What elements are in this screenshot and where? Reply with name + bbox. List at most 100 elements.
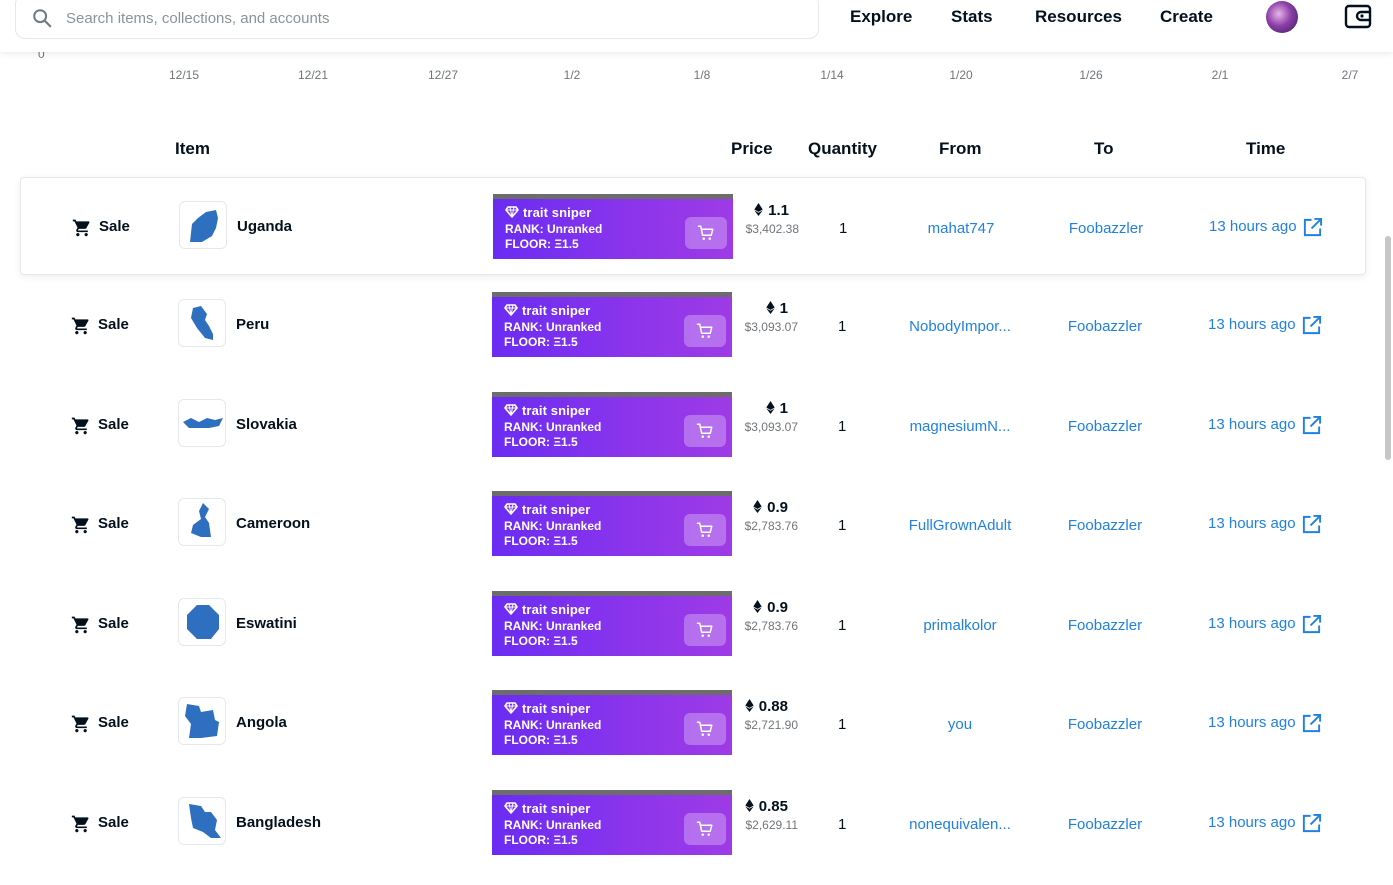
trait-sniper-title: trait sniper bbox=[522, 602, 591, 617]
to-account-link[interactable]: Foobazzler bbox=[1067, 318, 1143, 335]
price-eth-value: 1 bbox=[779, 300, 788, 317]
top-navbar: Explore Stats Resources Create bbox=[0, 0, 1393, 52]
nav-create[interactable]: Create bbox=[1160, 7, 1213, 26]
trait-sniper-buy-button[interactable] bbox=[684, 713, 726, 745]
trait-sniper-widget[interactable]: trait sniper RANK: Unranked FLOOR: Ξ1.5 bbox=[493, 194, 733, 259]
trait-sniper-rank: RANK: Unranked bbox=[504, 619, 602, 633]
from-account-link[interactable]: mahat747 bbox=[927, 220, 995, 237]
table-row[interactable]: Sale Angola trait sniper RANK: Unranked … bbox=[20, 674, 1366, 772]
ethereum-icon bbox=[754, 203, 763, 216]
country-map-image bbox=[191, 306, 213, 340]
trait-sniper-widget[interactable]: trait sniper RANK: Unranked FLOOR: Ξ1.5 bbox=[492, 690, 732, 755]
event-type: Sale bbox=[98, 615, 129, 632]
cart-icon bbox=[71, 715, 89, 733]
trait-sniper-buy-button[interactable] bbox=[684, 813, 726, 845]
trait-sniper-widget[interactable]: trait sniper RANK: Unranked FLOOR: Ξ1.5 bbox=[492, 392, 732, 457]
item-name[interactable]: Eswatini bbox=[236, 615, 297, 632]
item-thumbnail[interactable] bbox=[178, 797, 226, 845]
trait-sniper-buy-button[interactable] bbox=[684, 315, 726, 347]
to-account-link[interactable]: Foobazzler bbox=[1068, 220, 1144, 237]
item-name[interactable]: Slovakia bbox=[236, 416, 297, 433]
trait-sniper-widget[interactable]: trait sniper RANK: Unranked FLOOR: Ξ1.5 bbox=[492, 790, 732, 855]
from-account-link[interactable]: you bbox=[947, 716, 973, 733]
quantity: 1 bbox=[838, 418, 847, 435]
nav-explore[interactable]: Explore bbox=[850, 7, 913, 26]
price-eth: 0.88 bbox=[732, 698, 788, 715]
wallet-icon[interactable] bbox=[1343, 2, 1373, 30]
trait-sniper-widget[interactable]: trait sniper RANK: Unranked FLOOR: Ξ1.5 bbox=[492, 292, 732, 357]
trait-sniper-buy-button[interactable] bbox=[685, 217, 727, 249]
ethereum-icon bbox=[753, 500, 762, 513]
table-row[interactable]: Sale Slovakia trait sniper RANK: Unranke… bbox=[20, 376, 1366, 474]
quantity: 1 bbox=[838, 617, 847, 634]
time-link[interactable]: 13 hours ago bbox=[1208, 515, 1296, 532]
to-account-link[interactable]: Foobazzler bbox=[1067, 517, 1143, 534]
price-usd: $2,783.76 bbox=[744, 619, 798, 633]
external-link-icon[interactable] bbox=[1301, 813, 1322, 834]
time-link[interactable]: 13 hours ago bbox=[1208, 615, 1296, 632]
item-thumbnail[interactable] bbox=[178, 498, 226, 546]
item-thumbnail[interactable] bbox=[179, 201, 227, 249]
table-row[interactable]: Sale Bangladesh trait sniper RANK: Unran… bbox=[20, 774, 1366, 872]
item-name[interactable]: Cameroon bbox=[236, 515, 311, 532]
cart-icon bbox=[71, 516, 89, 534]
external-link-icon[interactable] bbox=[1301, 315, 1322, 336]
item-name[interactable]: Uganda bbox=[237, 218, 293, 235]
item-name[interactable]: Angola bbox=[236, 714, 287, 731]
to-account-link[interactable]: Foobazzler bbox=[1067, 418, 1143, 435]
trait-sniper-widget[interactable]: trait sniper RANK: Unranked FLOOR: Ξ1.5 bbox=[492, 591, 732, 656]
country-map-image bbox=[187, 605, 219, 639]
external-link-icon[interactable] bbox=[1301, 713, 1322, 734]
trait-sniper-title-line: trait sniper bbox=[504, 602, 590, 617]
trait-sniper-widget[interactable]: trait sniper RANK: Unranked FLOOR: Ξ1.5 bbox=[492, 491, 732, 556]
from-account-link[interactable]: magnesiumN... bbox=[909, 418, 1011, 435]
from-account-link[interactable]: FullGrownAdult bbox=[908, 517, 1012, 534]
price-eth: 0.9 bbox=[732, 499, 788, 516]
time-link[interactable]: 13 hours ago bbox=[1208, 316, 1296, 333]
price-cell: 0.85 $2,629.11 bbox=[732, 798, 798, 832]
x-tick: 1/2 bbox=[563, 68, 581, 82]
price-eth-value: 1 bbox=[779, 400, 788, 417]
to-account-link[interactable]: Foobazzler bbox=[1067, 816, 1143, 833]
item-name[interactable]: Bangladesh bbox=[236, 814, 322, 831]
external-link-icon[interactable] bbox=[1301, 415, 1322, 436]
trait-sniper-buy-button[interactable] bbox=[684, 514, 726, 546]
item-thumbnail[interactable] bbox=[178, 299, 226, 347]
table-row[interactable]: Sale Eswatini trait sniper RANK: Unranke… bbox=[20, 575, 1366, 673]
item-thumbnail[interactable] bbox=[178, 697, 226, 745]
cart-icon bbox=[71, 815, 89, 833]
from-account-link[interactable]: nonequivalen... bbox=[909, 816, 1011, 833]
search-input[interactable] bbox=[64, 5, 768, 31]
trait-sniper-title: trait sniper bbox=[522, 403, 591, 418]
cart-icon bbox=[696, 821, 713, 836]
price-usd: $2,721.90 bbox=[744, 718, 798, 732]
event-type: Sale bbox=[98, 515, 129, 532]
trait-sniper-buy-button[interactable] bbox=[684, 415, 726, 447]
x-tick: 2/1 bbox=[1211, 68, 1229, 82]
table-row[interactable]: Sale Uganda trait sniper RANK: Unranked … bbox=[20, 177, 1366, 275]
item-name[interactable]: Peru bbox=[236, 316, 270, 333]
table-row[interactable]: Sale Peru trait sniper RANK: Unranked FL… bbox=[20, 276, 1366, 374]
item-thumbnail[interactable] bbox=[178, 399, 226, 447]
time-link[interactable]: 13 hours ago bbox=[1208, 714, 1296, 731]
trait-sniper-buy-button[interactable] bbox=[684, 614, 726, 646]
time-link[interactable]: 13 hours ago bbox=[1208, 416, 1296, 433]
external-link-icon[interactable] bbox=[1301, 614, 1322, 635]
item-thumbnail[interactable] bbox=[178, 598, 226, 646]
from-account-link[interactable]: NobodyImpor... bbox=[909, 318, 1011, 335]
from-account-link[interactable]: primalkolor bbox=[923, 617, 997, 634]
external-link-icon[interactable] bbox=[1302, 217, 1323, 238]
external-link-icon[interactable] bbox=[1301, 514, 1322, 535]
nav-stats[interactable]: Stats bbox=[951, 7, 993, 26]
x-tick: 12/21 bbox=[297, 68, 329, 82]
to-account-link[interactable]: Foobazzler bbox=[1067, 617, 1143, 634]
to-account-link[interactable]: Foobazzler bbox=[1067, 716, 1143, 733]
nav-resources[interactable]: Resources bbox=[1035, 7, 1122, 26]
table-row[interactable]: Sale Cameroon trait sniper RANK: Unranke… bbox=[20, 475, 1366, 573]
cart-icon bbox=[71, 616, 89, 634]
avatar[interactable] bbox=[1266, 1, 1298, 33]
scrollbar[interactable] bbox=[1385, 236, 1391, 460]
time-link[interactable]: 13 hours ago bbox=[1208, 814, 1296, 831]
search-bar[interactable] bbox=[15, 0, 819, 39]
time-link[interactable]: 13 hours ago bbox=[1209, 218, 1297, 235]
